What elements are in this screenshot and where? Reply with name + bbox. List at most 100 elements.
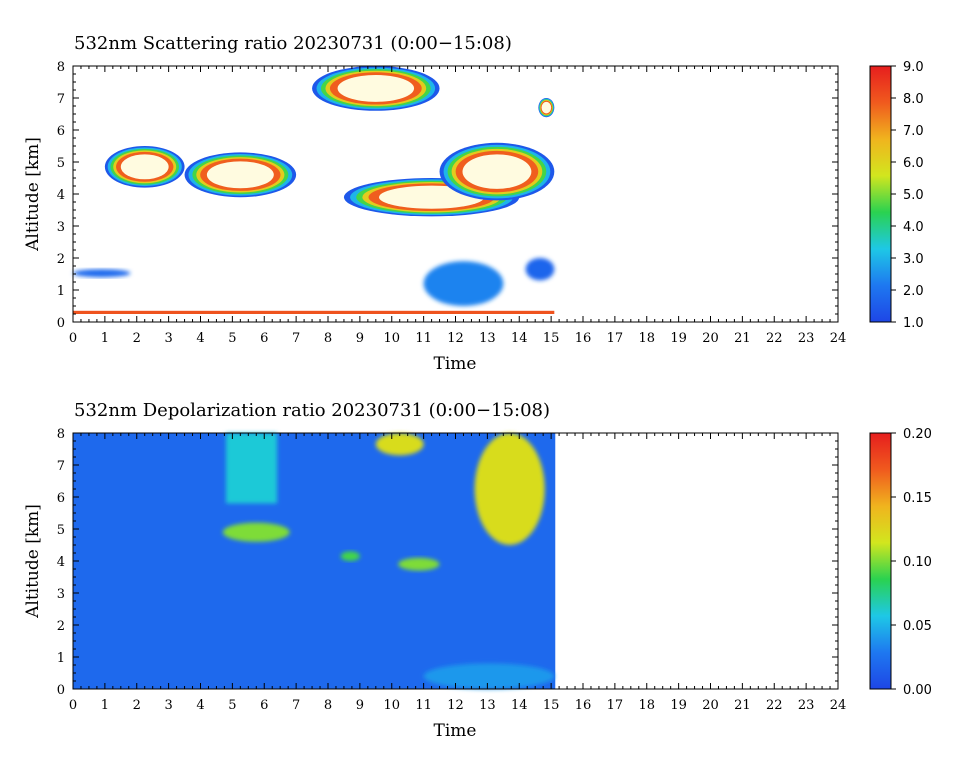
y-tick-label: 4 bbox=[57, 188, 65, 203]
y-tick-label: 2 bbox=[57, 619, 65, 634]
colorbar-tick-label: 2.0 bbox=[903, 284, 924, 299]
colorbar-tick-label: 3.0 bbox=[903, 252, 924, 267]
x-tick-label: 17 bbox=[607, 698, 624, 713]
cloud-core bbox=[463, 154, 532, 189]
x-tick-label: 22 bbox=[766, 698, 783, 713]
colorbar-tick-label: 0.05 bbox=[903, 619, 932, 634]
patch-feature bbox=[475, 433, 545, 545]
cloud-core bbox=[121, 154, 169, 179]
depolarization-heatmap bbox=[73, 433, 555, 689]
x-tick-label: 0 bbox=[69, 698, 77, 713]
x-tick-label: 17 bbox=[607, 331, 624, 346]
colorbar-tick-label: 9.0 bbox=[903, 60, 924, 75]
x-tick-label: 9 bbox=[356, 698, 364, 713]
x-tick-label: 1 bbox=[101, 331, 109, 346]
colorbar-tick-label: 0.15 bbox=[903, 491, 932, 506]
y-tick-label: 3 bbox=[57, 587, 65, 602]
y-tick-label: 8 bbox=[57, 60, 65, 75]
cloud-feature bbox=[105, 146, 185, 188]
x-tick-label: 12 bbox=[447, 331, 464, 346]
scattering-x-axis-label: Time bbox=[434, 354, 477, 374]
depolarization-colorbar: 0.00 0.05 0.10 0.15 0.20 bbox=[870, 427, 932, 698]
x-tick-label: 7 bbox=[292, 331, 300, 346]
x-tick-label: 20 bbox=[702, 698, 719, 713]
x-tick-label: 2 bbox=[133, 698, 141, 713]
x-tick-label: 13 bbox=[479, 331, 496, 346]
colorbar-tick-label: 7.0 bbox=[903, 124, 924, 139]
scattering-ratio-panel: 532nm Scattering ratio 20230731 (0:00−15… bbox=[23, 33, 924, 374]
depolarization-y-axis-label: Altitude [km] bbox=[23, 504, 43, 619]
colorbar-tick-label: 1.0 bbox=[903, 316, 924, 331]
scattering-title: 532nm Scattering ratio 20230731 (0:00−15… bbox=[74, 33, 512, 54]
patch-feature bbox=[398, 558, 439, 571]
patch-feature bbox=[424, 663, 555, 689]
colorbar-tick-label: 0.00 bbox=[903, 683, 932, 698]
aerosol-feature bbox=[526, 258, 555, 280]
x-tick-label: 10 bbox=[383, 698, 400, 713]
colorbar-gradient bbox=[870, 433, 891, 689]
x-tick-label: 23 bbox=[798, 698, 815, 713]
x-tick-label: 11 bbox=[415, 331, 432, 346]
x-tick-label: 9 bbox=[356, 331, 364, 346]
aerosol-feature bbox=[424, 261, 504, 306]
x-tick-label: 12 bbox=[447, 698, 464, 713]
cloud-core bbox=[338, 75, 415, 102]
x-tick-label: 1 bbox=[101, 698, 109, 713]
colorbar-tick-label: 5.0 bbox=[903, 188, 924, 203]
x-tick-label: 14 bbox=[511, 331, 528, 346]
x-tick-label: 16 bbox=[575, 331, 592, 346]
x-tick-label: 13 bbox=[479, 698, 496, 713]
cloud-feature bbox=[538, 98, 554, 117]
y-tick-label: 8 bbox=[57, 427, 65, 442]
y-tick-label: 6 bbox=[57, 491, 65, 506]
y-tick-label: 0 bbox=[57, 316, 65, 331]
x-tick-label: 24 bbox=[830, 698, 847, 713]
x-tick-label: 19 bbox=[670, 331, 687, 346]
x-tick-label: 6 bbox=[260, 698, 268, 713]
x-tick-label: 2 bbox=[133, 331, 141, 346]
colorbar-tick-label: 6.0 bbox=[903, 156, 924, 171]
y-tick-label: 2 bbox=[57, 252, 65, 267]
x-tick-label: 15 bbox=[543, 331, 560, 346]
x-tick-label: 5 bbox=[228, 698, 236, 713]
y-tick-label: 4 bbox=[57, 555, 65, 570]
x-tick-label: 14 bbox=[511, 698, 528, 713]
patch-feature bbox=[341, 551, 360, 561]
y-tick-label: 5 bbox=[57, 523, 65, 538]
colorbar-tick-label: 8.0 bbox=[903, 92, 924, 107]
x-tick-label: 8 bbox=[324, 698, 332, 713]
cloud-feature bbox=[185, 152, 297, 197]
y-tick-label: 1 bbox=[57, 651, 65, 666]
x-tick-label: 20 bbox=[702, 331, 719, 346]
cloud-core bbox=[207, 161, 274, 188]
y-tick-label: 0 bbox=[57, 683, 65, 698]
x-tick-label: 4 bbox=[196, 331, 204, 346]
colorbar-tick-label: 4.0 bbox=[903, 220, 924, 235]
x-tick-label: 4 bbox=[196, 698, 204, 713]
x-tick-label: 10 bbox=[383, 331, 400, 346]
x-tick-label: 6 bbox=[260, 331, 268, 346]
x-tick-label: 11 bbox=[415, 698, 432, 713]
x-tick-label: 5 bbox=[228, 331, 236, 346]
y-tick-label: 7 bbox=[57, 92, 65, 107]
x-tick-label: 15 bbox=[543, 698, 560, 713]
x-tick-label: 3 bbox=[164, 331, 172, 346]
x-tick-label: 16 bbox=[575, 698, 592, 713]
x-tick-label: 7 bbox=[292, 698, 300, 713]
patch-feature bbox=[376, 433, 424, 455]
depolarization-x-axis-label: Time bbox=[434, 721, 477, 741]
y-tick-label: 3 bbox=[57, 220, 65, 235]
y-tick-label: 5 bbox=[57, 156, 65, 171]
x-tick-label: 0 bbox=[69, 331, 77, 346]
x-tick-label: 8 bbox=[324, 331, 332, 346]
cloud-feature bbox=[312, 66, 440, 111]
scattering-y-axis-label: Altitude [km] bbox=[23, 137, 43, 252]
x-tick-label: 18 bbox=[638, 331, 655, 346]
x-tick-label: 3 bbox=[164, 698, 172, 713]
colorbar-gradient bbox=[870, 66, 891, 322]
x-tick-label: 23 bbox=[798, 331, 815, 346]
x-tick-label: 18 bbox=[638, 698, 655, 713]
depol-column bbox=[226, 433, 277, 503]
scattering-heatmap bbox=[73, 66, 554, 314]
